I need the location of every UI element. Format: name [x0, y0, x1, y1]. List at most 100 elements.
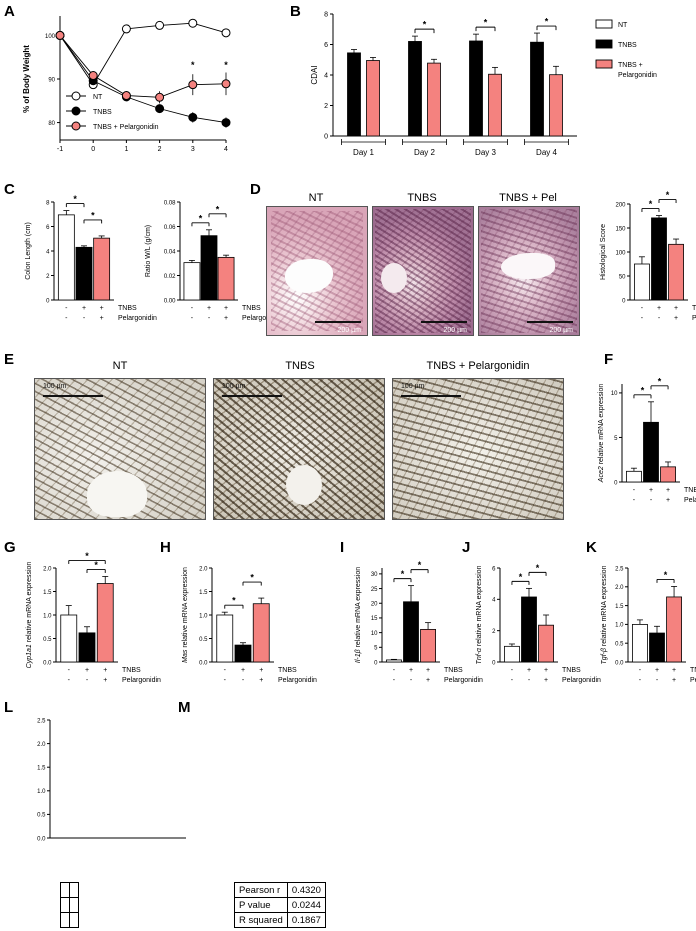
panel-i-il1b-chart: 0 5 10 15 20 25 30 Il-1β relative mRNA expressi…: [352, 550, 483, 700]
x-group-label-b: Day 2: [414, 148, 435, 157]
pel-row-symbol-svgK: -: [656, 677, 659, 684]
significance-marker-b: *: [484, 18, 488, 28]
y-tick-label-svgD: 200: [615, 202, 626, 208]
y-tick-label-svgI: 0: [374, 660, 378, 666]
significance-marker-svgD: *: [666, 190, 670, 200]
pel-row-symbol-svgC1: -: [65, 315, 68, 322]
line-series-a: [59, 22, 227, 86]
y-tick-label-svgC2: 0.02: [164, 274, 176, 280]
scale-bar-e-pel: [401, 395, 461, 397]
pel-row-symbol-svgC2: -: [208, 315, 211, 322]
y-tick-label-b: 6: [324, 42, 328, 49]
bar-svgC1: [93, 237, 111, 301]
significance-marker-a: *: [224, 60, 228, 70]
panel-m-scatter-chart: [196, 712, 366, 874]
y-tick-label-b: 2: [324, 103, 328, 110]
bar-svgC2: [183, 262, 201, 301]
panel-d-histological-score-chart: 0 50 100 150 200 Histological Score - - + - + + TNBS…: [596, 188, 696, 338]
tnbs-row-label-svgC1: TNBS: [118, 305, 137, 312]
y-tick-label-svgK: 2.0: [615, 585, 624, 591]
stat-value: [69, 912, 79, 928]
y-tick-label-svgK: 1.5: [615, 604, 624, 610]
x-group-label-b: Day 3: [475, 148, 496, 157]
bar-svgF: [643, 421, 659, 483]
panel-label-M: M: [178, 699, 191, 716]
bar-svgH: [234, 644, 252, 663]
bar-svgH: [252, 603, 270, 663]
panel-a-line-chart: 80 90 100 -1 0 1 2 3 4 % of Body Weight * * NT TNBS TN…: [18, 8, 233, 163]
significance-marker-svgI: *: [418, 560, 422, 570]
x-group-label-b: Day 4: [536, 148, 557, 157]
y-tick-label-svgF: 0: [614, 480, 618, 486]
y-tick-label-svgC2: 0.04: [164, 249, 176, 255]
y-tick-label-svgG: 0.5: [43, 637, 52, 643]
y-tick-label-b: 0: [324, 134, 328, 141]
y-tick-label-svgF: 5: [614, 436, 618, 442]
scale-bar-d-tnbs: [421, 321, 467, 323]
panel-b-legend: NT TNBS TNBS + Pelargonidin: [595, 12, 696, 82]
tnbs-row-symbol-svgJ: -: [511, 667, 514, 674]
y-tick-label-svgG: 1.5: [43, 590, 52, 596]
tnbs-row-symbol-svgK: +: [672, 667, 676, 674]
pel-row-symbol-svgC2: +: [224, 315, 228, 322]
scale-label-d-tnbs: 200 µm: [443, 327, 468, 334]
significance-marker-svgC1: *: [73, 194, 77, 204]
significance-marker-svgH: *: [250, 573, 254, 583]
bar-svgJ: [538, 624, 554, 663]
significance-marker-svgF: *: [641, 385, 645, 395]
y-axis-label-svgK: Tgf-β relative mRNA expression: [601, 565, 608, 664]
bar-svgH: [216, 614, 234, 663]
legend-marker-a: [71, 91, 81, 101]
y-tick-label-svgC1: 6: [46, 225, 50, 231]
y-tick-label-svgG: 2.0: [43, 566, 52, 572]
y-tick-label-a: 90: [48, 78, 55, 84]
tnbs-row-symbol-svgF: +: [666, 487, 670, 494]
pel-row-symbol-svgJ: -: [528, 677, 531, 684]
line-series-a: [59, 35, 227, 124]
y-tick-label-svgL: 2.0: [37, 742, 46, 748]
panel-label-J: J: [462, 539, 471, 556]
significance-marker-svgF: *: [658, 376, 662, 386]
pel-row-symbol-svgJ: +: [544, 677, 548, 684]
tnbs-row-label-svgI: TNBS: [444, 667, 463, 674]
scale-label-e-pel: 100 µm: [401, 383, 425, 390]
pel-row-symbol-svgI: -: [393, 677, 396, 684]
x-tick-label-a: 4: [224, 146, 228, 153]
x-tick-label-a: 0: [91, 146, 95, 153]
significance-marker-svgG: *: [94, 560, 98, 570]
tnbs-row-symbol-svgC1: +: [82, 305, 86, 312]
y-tick-label-svgJ: 0: [492, 660, 496, 666]
y-tick-label-svgH: 0.0: [199, 660, 208, 666]
bar-b: [488, 73, 502, 137]
image-caption-d: TNBS + Pel: [499, 192, 557, 204]
bar-b: [469, 40, 483, 137]
y-tick-label-svgD: 100: [615, 250, 626, 256]
y-axis-label-a: % of Body Weight: [22, 45, 31, 113]
pel-row-label-svgH: Pelargonidin: [278, 677, 317, 684]
data-point-a: [121, 24, 131, 34]
y-tick-label-svgC2: 0.06: [164, 225, 176, 231]
ihc-image-nt: 100 µm: [34, 378, 206, 520]
y-tick-label-svgC1: 8: [46, 200, 50, 206]
panel-label-B: B: [290, 3, 301, 20]
y-axis-label-svgJ: Tnf-α relative mRNA expression: [476, 565, 483, 664]
bar-svgJ: [504, 645, 520, 663]
panel-label-D: D: [250, 181, 261, 198]
y-tick-label-svgI: 30: [371, 572, 378, 578]
panel-e-captions: NT TNBS TNBS + Pelargonidin: [18, 356, 588, 376]
bar-svgD: [651, 217, 667, 301]
stat-value: [69, 897, 79, 913]
tnbs-row-symbol-svgC1: -: [65, 305, 68, 312]
data-point-a: [221, 118, 231, 128]
pel-row-symbol-svgG: +: [103, 677, 107, 684]
pel-row-label-svgD: Pelargonidin: [692, 315, 696, 322]
y-tick-label-svgI: 15: [371, 616, 378, 622]
tnbs-row-label-svgG: TNBS: [122, 667, 141, 674]
bar-b: [408, 41, 422, 137]
tnbs-row-symbol-svgG: -: [68, 667, 71, 674]
bar-svgC2: [200, 235, 218, 301]
bar-svgC2: [217, 256, 235, 301]
bar-b: [530, 41, 544, 137]
table-row: [60, 912, 79, 928]
y-tick-label-svgF: 10: [611, 391, 618, 397]
